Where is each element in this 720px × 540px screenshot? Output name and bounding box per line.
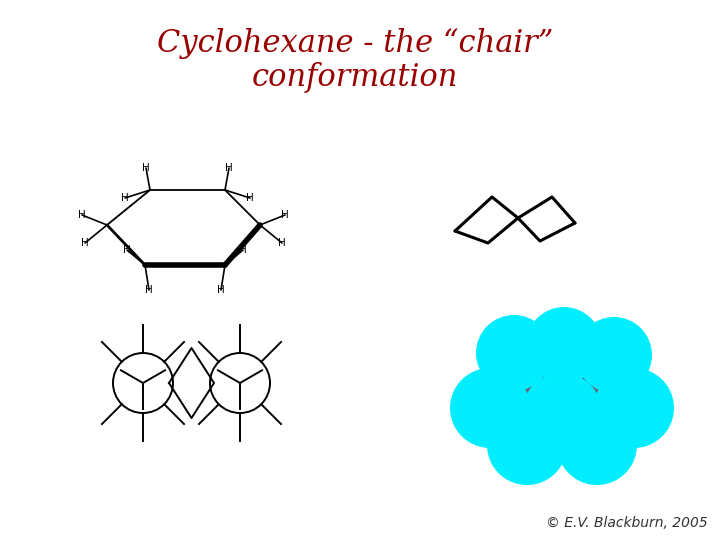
Circle shape (487, 405, 567, 485)
Text: H: H (142, 163, 150, 173)
Text: H: H (123, 245, 131, 255)
Text: H: H (145, 285, 153, 295)
Text: H: H (278, 238, 286, 248)
Circle shape (522, 373, 602, 453)
Text: H: H (225, 163, 233, 173)
Circle shape (576, 317, 652, 393)
Circle shape (526, 307, 602, 383)
Text: H: H (239, 245, 247, 255)
Circle shape (476, 315, 552, 391)
Text: H: H (78, 210, 86, 220)
Circle shape (557, 405, 637, 485)
Circle shape (594, 368, 674, 448)
Text: H: H (246, 193, 254, 203)
Text: Cyclohexane - the “chair”: Cyclohexane - the “chair” (157, 28, 553, 59)
Circle shape (450, 368, 530, 448)
Text: © E.V. Blackburn, 2005: © E.V. Blackburn, 2005 (546, 516, 708, 530)
Text: H: H (121, 193, 129, 203)
Text: H: H (217, 285, 225, 295)
Text: conformation: conformation (252, 62, 458, 93)
Text: H: H (281, 210, 289, 220)
Text: H: H (81, 238, 89, 248)
Ellipse shape (488, 358, 636, 458)
